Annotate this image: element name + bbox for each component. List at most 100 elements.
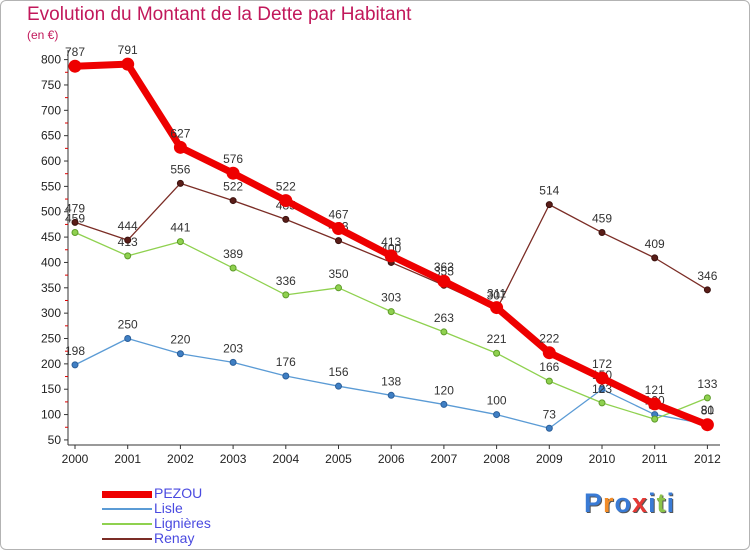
y-tick-label: 600 <box>41 154 61 168</box>
data-label-pezou: 627 <box>170 126 190 140</box>
x-tick-label: 2006 <box>378 452 405 466</box>
y-tick-label: 800 <box>41 53 61 67</box>
y-tick-label: 100 <box>41 408 61 422</box>
data-point-pezou <box>700 418 714 432</box>
data-point-lisle <box>282 372 290 380</box>
data-point-pezou <box>173 140 187 154</box>
y-tick-label: 200 <box>41 357 61 371</box>
data-point-renay <box>335 237 342 245</box>
logo-letter: i <box>648 488 657 518</box>
data-label-pezou: 576 <box>223 152 243 166</box>
data-label-renay: 479 <box>65 201 85 215</box>
legend-label: Renay <box>154 530 195 546</box>
y-tick-label: 500 <box>41 205 61 219</box>
logo-letter: P <box>584 488 604 518</box>
data-label-lisle: 176 <box>276 355 296 369</box>
y-tick-label: 350 <box>41 281 61 295</box>
x-tick-label: 2003 <box>220 452 247 466</box>
data-label-renay: 346 <box>697 269 717 283</box>
data-label-ligni-res: 263 <box>434 311 454 325</box>
data-point-lisle <box>545 424 553 432</box>
data-point-renay <box>703 286 711 294</box>
data-point-lisle <box>598 385 606 393</box>
x-tick-label: 2009 <box>536 452 563 466</box>
x-tick-label: 2007 <box>431 452 458 466</box>
series-lisle: 1982502202031761561381201007315010081 <box>65 318 714 432</box>
data-point-ligni-res <box>651 415 659 423</box>
data-label-lisle: 220 <box>170 333 190 347</box>
data-point-renay <box>124 236 132 244</box>
data-label-renay: 355 <box>434 264 454 278</box>
x-tick-label: 2002 <box>167 452 194 466</box>
legend-label: Lignières <box>154 515 211 531</box>
data-label-lisle: 73 <box>543 407 557 421</box>
data-label-ligni-res: 166 <box>539 360 559 374</box>
logo-letter: o <box>614 488 633 518</box>
y-tick-label: 50 <box>48 433 62 447</box>
y-tick-label: 450 <box>41 230 61 244</box>
data-label-renay: 556 <box>170 162 190 176</box>
series-renay: 479444556522485443400355307514459409346 <box>65 162 718 314</box>
data-label-lisle: 120 <box>434 383 454 397</box>
data-label-pezou: 222 <box>539 332 559 346</box>
y-tick-label: 400 <box>41 255 61 269</box>
data-label-ligni-res: 336 <box>276 274 296 288</box>
data-point-ligni-res <box>176 238 184 246</box>
logo-letter: i <box>666 488 676 518</box>
data-point-pezou <box>121 57 135 71</box>
series-pezou: 787 791 627 576 522 467 413 363 311 222 172 121 80 <box>65 43 715 432</box>
data-point-pezou <box>68 59 82 73</box>
data-label-ligni-res: 350 <box>328 267 348 281</box>
data-point-pezou <box>384 249 398 263</box>
data-label-renay: 459 <box>592 212 612 226</box>
data-point-lisle <box>229 358 237 366</box>
legend-item-lisle: Lisle <box>102 500 302 516</box>
chart-axes: 50 100 150 200 250 300 350 400 450 500 550 600 650 70… <box>41 50 721 466</box>
series-layer: 1982502202031761561381201007315010081459… <box>65 43 718 432</box>
data-label-pezou: 467 <box>328 207 348 221</box>
legend-swatch <box>102 523 152 525</box>
data-label-ligni-res: 303 <box>381 291 401 305</box>
data-label-lisle: 81 <box>701 403 715 417</box>
data-label-lisle: 203 <box>223 341 243 355</box>
data-point-pezou <box>490 301 504 315</box>
x-tick-label: 2001 <box>114 452 141 466</box>
data-label-pezou: 363 <box>434 260 454 274</box>
y-tick-label: 300 <box>41 306 61 320</box>
data-point-pezou <box>332 221 345 235</box>
data-point-renay <box>282 215 290 223</box>
x-tick-label: 2008 <box>483 452 510 466</box>
data-point-pezou <box>595 371 609 385</box>
data-point-ligni-res <box>493 349 501 357</box>
legend-label: Lisle <box>154 500 183 516</box>
chart-title: Evolution du Montant de la Dette par Hab… <box>27 4 412 25</box>
legend-item-renay: Renay <box>102 530 302 546</box>
data-point-renay <box>71 218 79 226</box>
data-point-ligni-res <box>598 399 606 407</box>
data-point-ligni-res <box>545 377 553 385</box>
legend-item-pezou: PEZOU <box>102 485 302 501</box>
data-label-ligni-res: 221 <box>487 332 507 346</box>
legend-item-ligni-res: Lignières <box>102 515 302 531</box>
data-point-lisle <box>71 361 79 369</box>
data-label-ligni-res: 459 <box>65 212 85 226</box>
data-point-ligni-res <box>124 252 132 260</box>
data-label-pezou: 791 <box>118 43 138 57</box>
data-point-pezou <box>542 346 556 360</box>
y-tick-label: 550 <box>41 179 61 193</box>
data-label-pezou: 522 <box>276 180 296 194</box>
data-point-pezou <box>226 166 240 180</box>
data-point-pezou <box>648 397 662 411</box>
x-tick-label: 2011 <box>642 452 668 466</box>
data-point-lisle <box>387 391 395 399</box>
data-label-lisle: 100 <box>487 394 507 408</box>
data-label-pezou: 80 <box>701 404 715 418</box>
data-label-lisle: 198 <box>65 344 85 358</box>
logo-letter: x <box>632 488 649 518</box>
data-label-renay: 307 <box>487 289 507 303</box>
data-point-pezou <box>279 194 293 208</box>
proxiti-logo: Proxiti <box>584 488 675 519</box>
data-label-pezou: 787 <box>65 45 85 59</box>
